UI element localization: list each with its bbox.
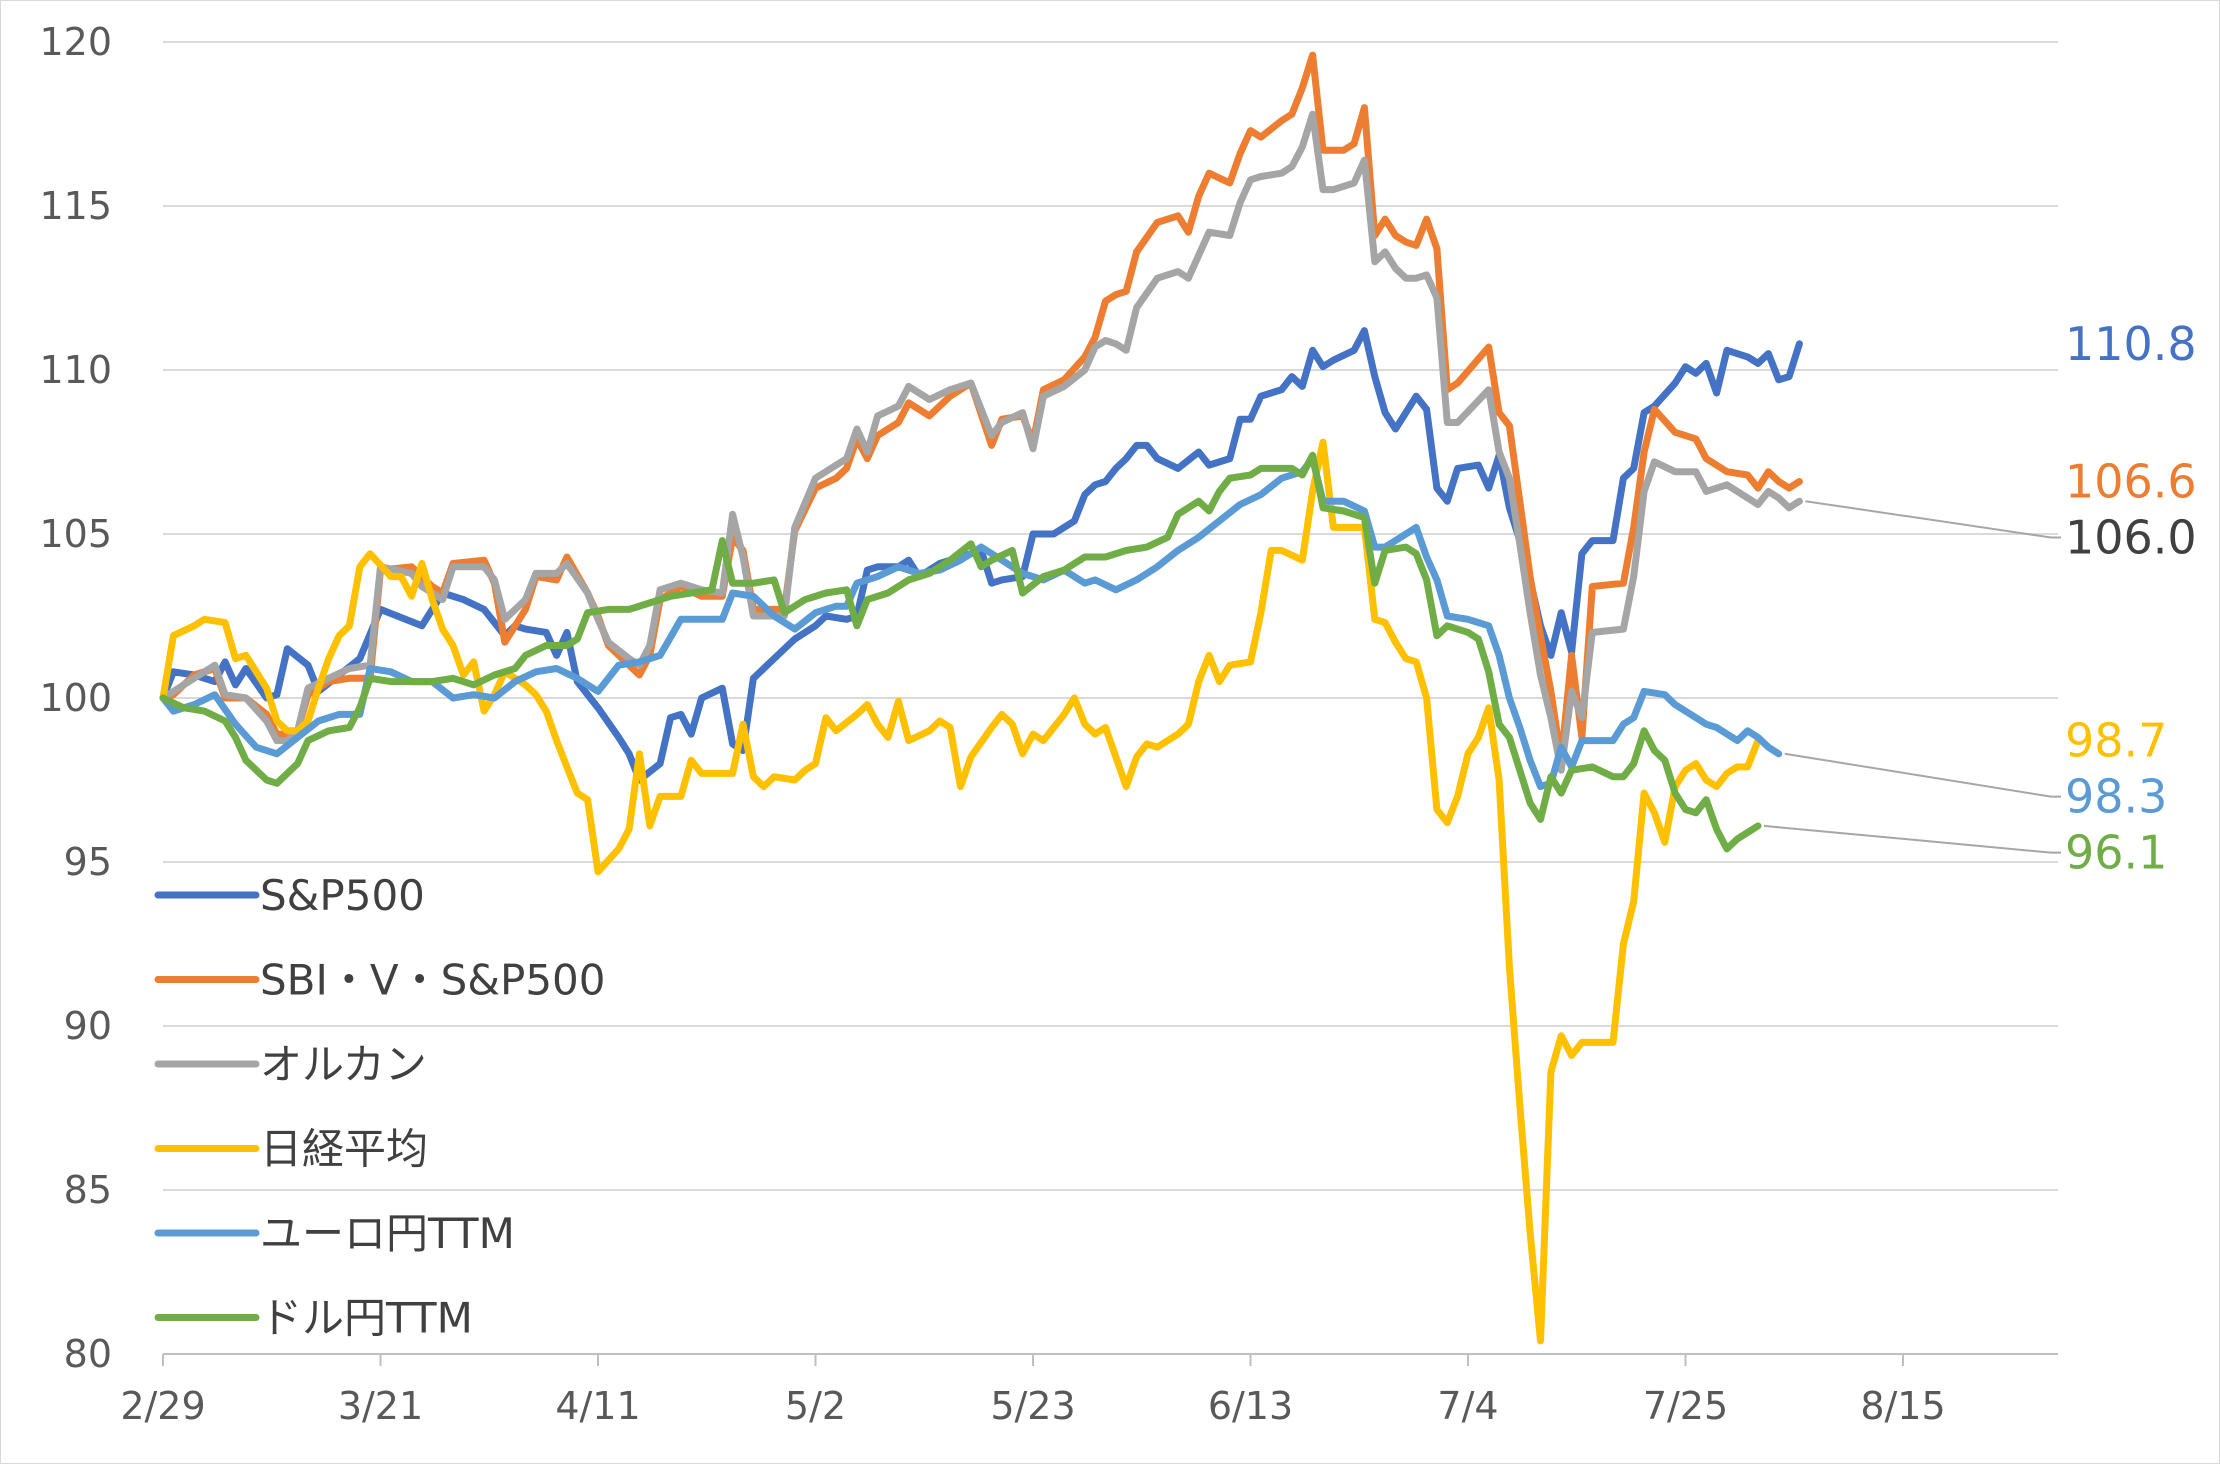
y-tick-label: 80 [64,1332,112,1376]
legend-label: ユーロ円TTM [260,1209,515,1258]
y-tick-label: 85 [64,1168,112,1212]
end-label-3: 106.0 [2065,511,2197,565]
legend-item-5: ユーロ円TTM [154,1209,515,1258]
x-tick-label: 2/29 [120,1384,205,1428]
legend-label: ドル円TTM [260,1294,473,1343]
end-label-2: 106.6 [2065,455,2197,509]
x-tick-label: 7/4 [1437,1384,1498,1428]
y-tick-label: 105 [39,512,112,556]
series-line-6 [159,451,1762,853]
legend-label: 日経平均 [260,1125,428,1174]
legend-item-6: ドル円TTM [154,1294,473,1343]
legend-item-3: オルカン [154,1040,427,1089]
x-tick-label: 7/25 [1643,1384,1728,1428]
gridlines [163,41,2058,1191]
end-label-6: 96.1 [2065,826,2167,880]
leader-line [1784,752,2061,798]
series-line-5 [159,455,1783,791]
x-tick-label: 5/23 [990,1384,1075,1428]
x-tick-label: 8/15 [1860,1384,1945,1428]
legend-label: S&P500 [260,871,425,920]
axes: 80 85 90 95 100 105 110 115 120 2/29 3/21 4/11 5/2 5/… [39,20,2058,1428]
series-lines [159,51,1803,1345]
y-tick-label: 110 [39,348,112,392]
legend-label: オルカン [260,1040,427,1089]
y-tick-label: 100 [39,676,112,720]
x-tick-label: 6/13 [1208,1384,1293,1428]
x-tick-label: 4/11 [555,1384,640,1428]
x-tick-label: 5/2 [785,1384,846,1428]
legend-label: SBI・V・S&P500 [260,956,606,1005]
series-line-2 [159,51,1803,764]
end-label-5: 98.3 [2065,770,2167,824]
y-tick-label: 95 [64,840,112,884]
y-tick-label: 120 [39,20,112,64]
y-tick-label: 90 [64,1004,112,1048]
legend-item-1: S&P500 [154,871,425,920]
y-tick-label: 115 [39,184,112,228]
legend-item-4: 日経平均 [154,1125,428,1174]
leader-line [1763,824,2061,854]
x-tick-label: 3/21 [338,1384,423,1428]
series-line-3 [159,110,1803,774]
legend-item-2: SBI・V・S&P500 [154,956,606,1005]
end-label-1: 110.8 [2065,317,2197,371]
end-label-leaders [1763,500,2061,854]
leader-line [1805,500,2061,539]
series-line-4 [159,438,1762,1345]
end-label-4: 98.7 [2065,714,2167,768]
